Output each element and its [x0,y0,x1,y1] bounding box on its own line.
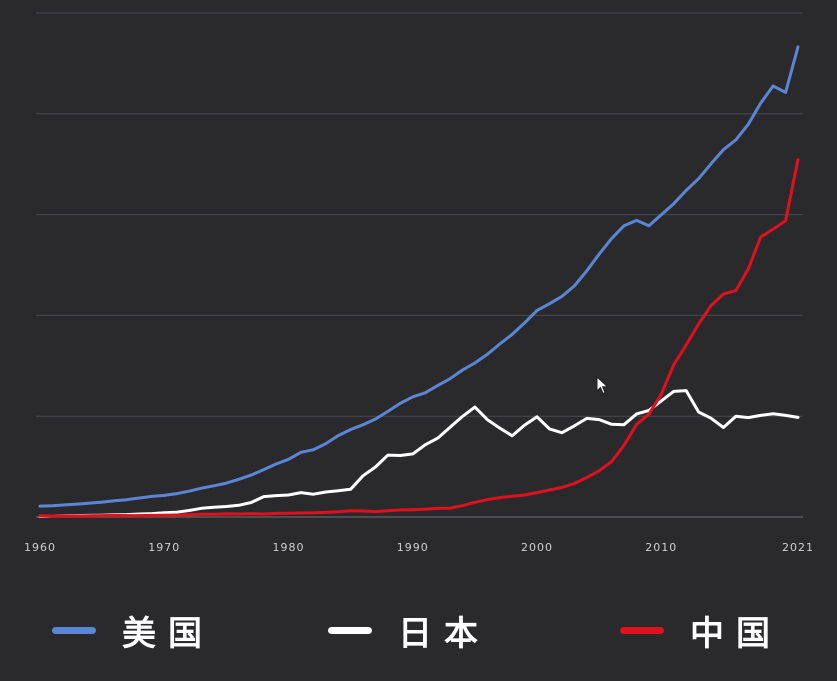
series-line-usa [38,45,800,508]
legend-swatch-japan [328,626,372,634]
x-tick-label: 2000 [521,541,553,554]
x-tick-label: 1970 [148,541,180,554]
x-tick-label: 2021 [782,541,814,554]
x-axis-tick-labels: 1960 1970 1980 1990 2000 2010 2021 [24,541,814,554]
legend-item-china: 中国 [620,600,782,660]
legend-label-china: 中国 [690,613,782,654]
x-tick-label: 2010 [645,541,677,554]
series-line-china [38,158,800,518]
legend-swatch-china [620,626,664,634]
series-line-japan [38,389,800,518]
legend-label-usa: 美国 [122,613,214,654]
x-tick-label: 1980 [273,541,305,554]
mouse-pointer-icon [596,376,609,395]
x-tick-label: 1960 [24,541,56,554]
x-tick-label: 1990 [397,541,429,554]
legend-item-japan: 日本 [328,600,490,660]
y-gridlines [36,12,803,518]
line-chart: 1960 1970 1980 1990 2000 2010 2021 [24,12,814,554]
legend-label-japan: 日本 [398,613,490,654]
series-lines [38,45,800,518]
legend: 美国 日本 中国 [0,600,837,660]
legend-swatch-usa [52,626,96,634]
legend-item-usa: 美国 [52,600,214,660]
